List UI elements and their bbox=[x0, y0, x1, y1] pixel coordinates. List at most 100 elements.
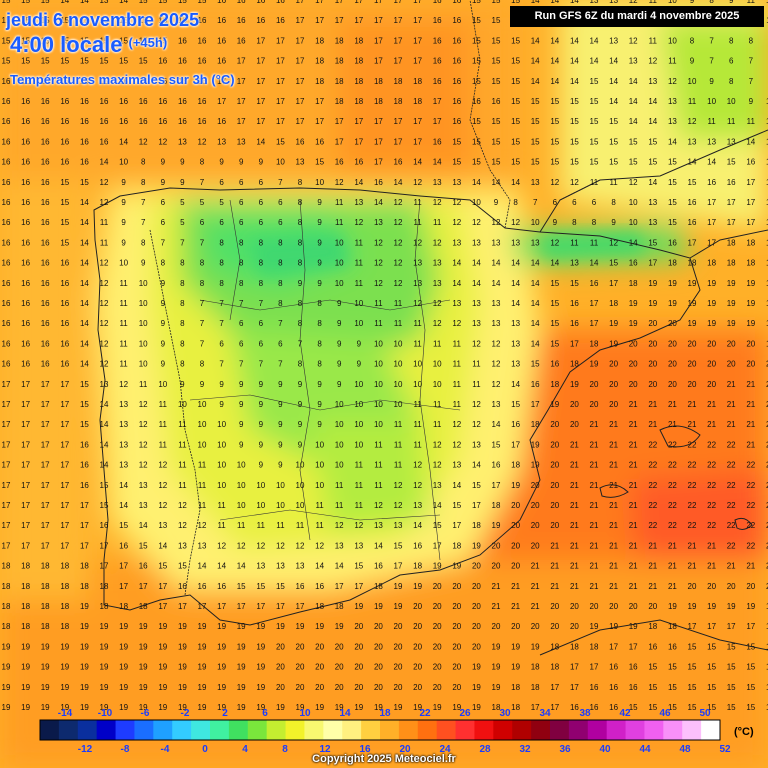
temperature-value: 17 bbox=[354, 16, 363, 25]
temperature-value: 16 bbox=[41, 339, 50, 348]
temperature-value: 11 bbox=[453, 339, 462, 348]
temperature-value: 21 bbox=[590, 420, 599, 429]
lead-time: (+45h) bbox=[128, 35, 168, 50]
temperature-value: 13 bbox=[492, 299, 501, 308]
temperature-value: 11 bbox=[198, 461, 207, 470]
temperature-value: 16 bbox=[158, 77, 167, 86]
temperature-value: 8 bbox=[298, 238, 303, 247]
temperature-value: 20 bbox=[707, 339, 716, 348]
temperature-value: 9 bbox=[121, 218, 126, 227]
temperature-value: 21 bbox=[570, 461, 579, 470]
temperature-value: 10 bbox=[629, 218, 638, 227]
temperature-value: 9 bbox=[337, 339, 342, 348]
temperature-value: 17 bbox=[60, 420, 69, 429]
temperature-value: 16 bbox=[433, 77, 442, 86]
temperature-value: 16 bbox=[21, 178, 30, 187]
temperature-value: 19 bbox=[139, 703, 148, 712]
temperature-value: 22 bbox=[688, 501, 697, 510]
temperature-value: 10 bbox=[335, 420, 344, 429]
temperature-value: 12 bbox=[668, 77, 677, 86]
temperature-value: 18 bbox=[41, 582, 50, 591]
temperature-value: 19 bbox=[472, 663, 481, 672]
temperature-value: 6 bbox=[239, 319, 244, 328]
temperature-value: 9 bbox=[729, 0, 734, 5]
temperature-value: 13 bbox=[433, 259, 442, 268]
temperature-value: 21 bbox=[570, 521, 579, 530]
temperature-value: 16 bbox=[41, 259, 50, 268]
temperature-value: 14 bbox=[119, 137, 128, 146]
temperature-value: 11 bbox=[413, 420, 422, 429]
temperature-value: 21 bbox=[609, 562, 618, 571]
temperature-value: 16 bbox=[2, 97, 11, 106]
temperature-value: 17 bbox=[335, 137, 344, 146]
legend-swatch bbox=[191, 720, 211, 740]
temperature-value: 10 bbox=[139, 339, 148, 348]
temperature-value: 8 bbox=[317, 299, 322, 308]
temperature-value: 10 bbox=[394, 360, 403, 369]
temperature-value: 17 bbox=[256, 97, 265, 106]
temperature-value: 17 bbox=[394, 137, 403, 146]
temperature-value: 19 bbox=[648, 299, 657, 308]
temperature-value: 17 bbox=[296, 57, 305, 66]
temperature-value: 20 bbox=[590, 380, 599, 389]
temperature-value: 16 bbox=[452, 16, 461, 25]
temperature-value: 13 bbox=[296, 562, 305, 571]
temperature-value: 8 bbox=[180, 299, 185, 308]
temperature-value: 17 bbox=[374, 137, 383, 146]
temperature-value: 13 bbox=[570, 259, 579, 268]
temperature-value: 16 bbox=[590, 279, 599, 288]
temperature-value: 22 bbox=[668, 501, 677, 510]
temperature-value: 16 bbox=[80, 97, 89, 106]
temperature-value: 10 bbox=[139, 299, 148, 308]
legend-label-top: 34 bbox=[539, 708, 551, 719]
temperature-value: 6 bbox=[259, 319, 264, 328]
temperature-value: 19 bbox=[707, 299, 716, 308]
temperature-value: 10 bbox=[354, 380, 363, 389]
temperature-value: 19 bbox=[590, 622, 599, 631]
temperature-value: 15 bbox=[452, 501, 461, 510]
temperature-value: 11 bbox=[433, 218, 442, 227]
temperature-value: 11 bbox=[119, 360, 128, 369]
temperature-value: 15 bbox=[472, 137, 481, 146]
temperature-value: 21 bbox=[570, 501, 579, 510]
temperature-value: 14 bbox=[492, 279, 501, 288]
temperature-value: 22 bbox=[727, 461, 736, 470]
temperature-value: 11 bbox=[394, 461, 403, 470]
temperature-value: 19 bbox=[158, 622, 167, 631]
temperature-value: 15 bbox=[531, 97, 540, 106]
temperature-value: 11 bbox=[394, 420, 403, 429]
temperature-value: 16 bbox=[570, 319, 579, 328]
temperature-value: 20 bbox=[452, 642, 461, 651]
temperature-value: 19 bbox=[256, 642, 265, 651]
temperature-value: 9 bbox=[298, 420, 303, 429]
temperature-value: 19 bbox=[315, 703, 324, 712]
temperature-value: 10 bbox=[178, 400, 187, 409]
temperature-value: 22 bbox=[727, 541, 736, 550]
temperature-value: 8 bbox=[592, 218, 597, 227]
legend-swatch bbox=[77, 720, 98, 740]
temperature-value: 10 bbox=[139, 360, 148, 369]
temperature-value: 16 bbox=[198, 97, 207, 106]
legend-label-top: 30 bbox=[499, 708, 511, 719]
legend-label-bottom: -4 bbox=[161, 744, 170, 755]
temperature-value: 19 bbox=[668, 299, 677, 308]
temperature-value: 6 bbox=[553, 198, 558, 207]
temperature-value: 16 bbox=[237, 16, 246, 25]
temperature-value: 20 bbox=[492, 622, 501, 631]
temperature-value: 11 bbox=[668, 57, 677, 66]
temperature-value: 19 bbox=[256, 683, 265, 692]
temperature-value: 18 bbox=[492, 703, 501, 712]
temperature-value: 10 bbox=[668, 36, 677, 45]
temperature-value: 17 bbox=[746, 178, 755, 187]
temperature-value: 17 bbox=[256, 602, 265, 611]
temperature-value: 15 bbox=[2, 16, 11, 25]
temperature-value: 10 bbox=[335, 400, 344, 409]
temperature-value: 10 bbox=[276, 501, 285, 510]
temperature-value: 12 bbox=[100, 339, 109, 348]
temperature-value: 22 bbox=[727, 501, 736, 510]
temperature-value: 17 bbox=[21, 420, 30, 429]
temperature-value: 12 bbox=[570, 178, 579, 187]
temperature-value: 15 bbox=[590, 77, 599, 86]
temperature-value: 19 bbox=[746, 299, 755, 308]
temperature-value: 13 bbox=[648, 77, 657, 86]
